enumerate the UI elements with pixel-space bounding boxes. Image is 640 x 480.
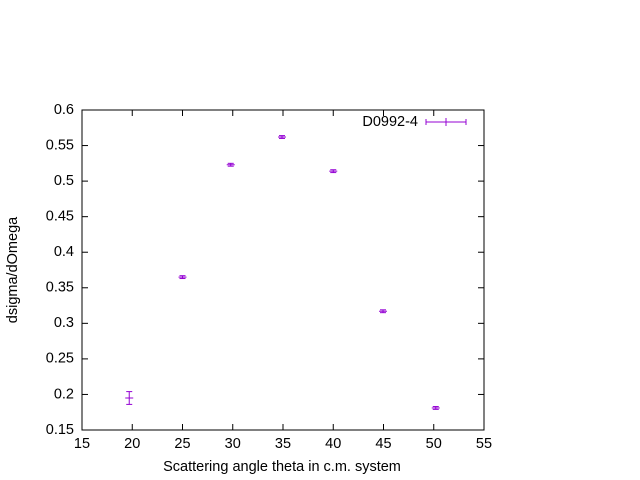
legend-key xyxy=(425,118,467,126)
x-tick-label: 35 xyxy=(275,436,291,452)
x-tick-label: 30 xyxy=(225,436,241,452)
y-tick-label: 0.4 xyxy=(54,244,74,260)
y-tick-label: 0.2 xyxy=(54,386,74,402)
x-tick-label: 45 xyxy=(375,436,391,452)
legend-label: D0992-4 xyxy=(362,114,418,130)
data-point xyxy=(226,162,235,167)
data-point xyxy=(178,275,187,280)
y-tick-label: 0.15 xyxy=(46,422,74,438)
data-point xyxy=(277,135,286,139)
x-tick-label: 50 xyxy=(426,436,442,452)
y-tick-label: 0.25 xyxy=(46,351,74,367)
y-tick-label: 0.5 xyxy=(54,173,74,189)
data-point xyxy=(329,169,338,174)
x-axis-label: Scattering angle theta in c.m. system xyxy=(163,459,401,475)
plot-frame xyxy=(81,109,485,431)
x-tick-label: 55 xyxy=(476,436,492,452)
y-tick-label: 0.35 xyxy=(46,280,74,296)
data-point xyxy=(431,406,440,410)
data-point xyxy=(125,391,134,405)
data-point xyxy=(378,309,387,314)
y-axis-label: dsigma/dOmega xyxy=(5,216,21,323)
x-tick-label: 25 xyxy=(174,436,190,452)
y-tick-label: 0.45 xyxy=(46,208,74,224)
y-tick-label: 0.3 xyxy=(54,315,74,331)
y-tick-label: 0.55 xyxy=(46,137,74,153)
x-tick-label: 15 xyxy=(74,436,90,452)
y-tick-label: 0.6 xyxy=(54,102,74,118)
x-tick-label: 40 xyxy=(325,436,341,452)
x-tick-label: 20 xyxy=(124,436,140,452)
